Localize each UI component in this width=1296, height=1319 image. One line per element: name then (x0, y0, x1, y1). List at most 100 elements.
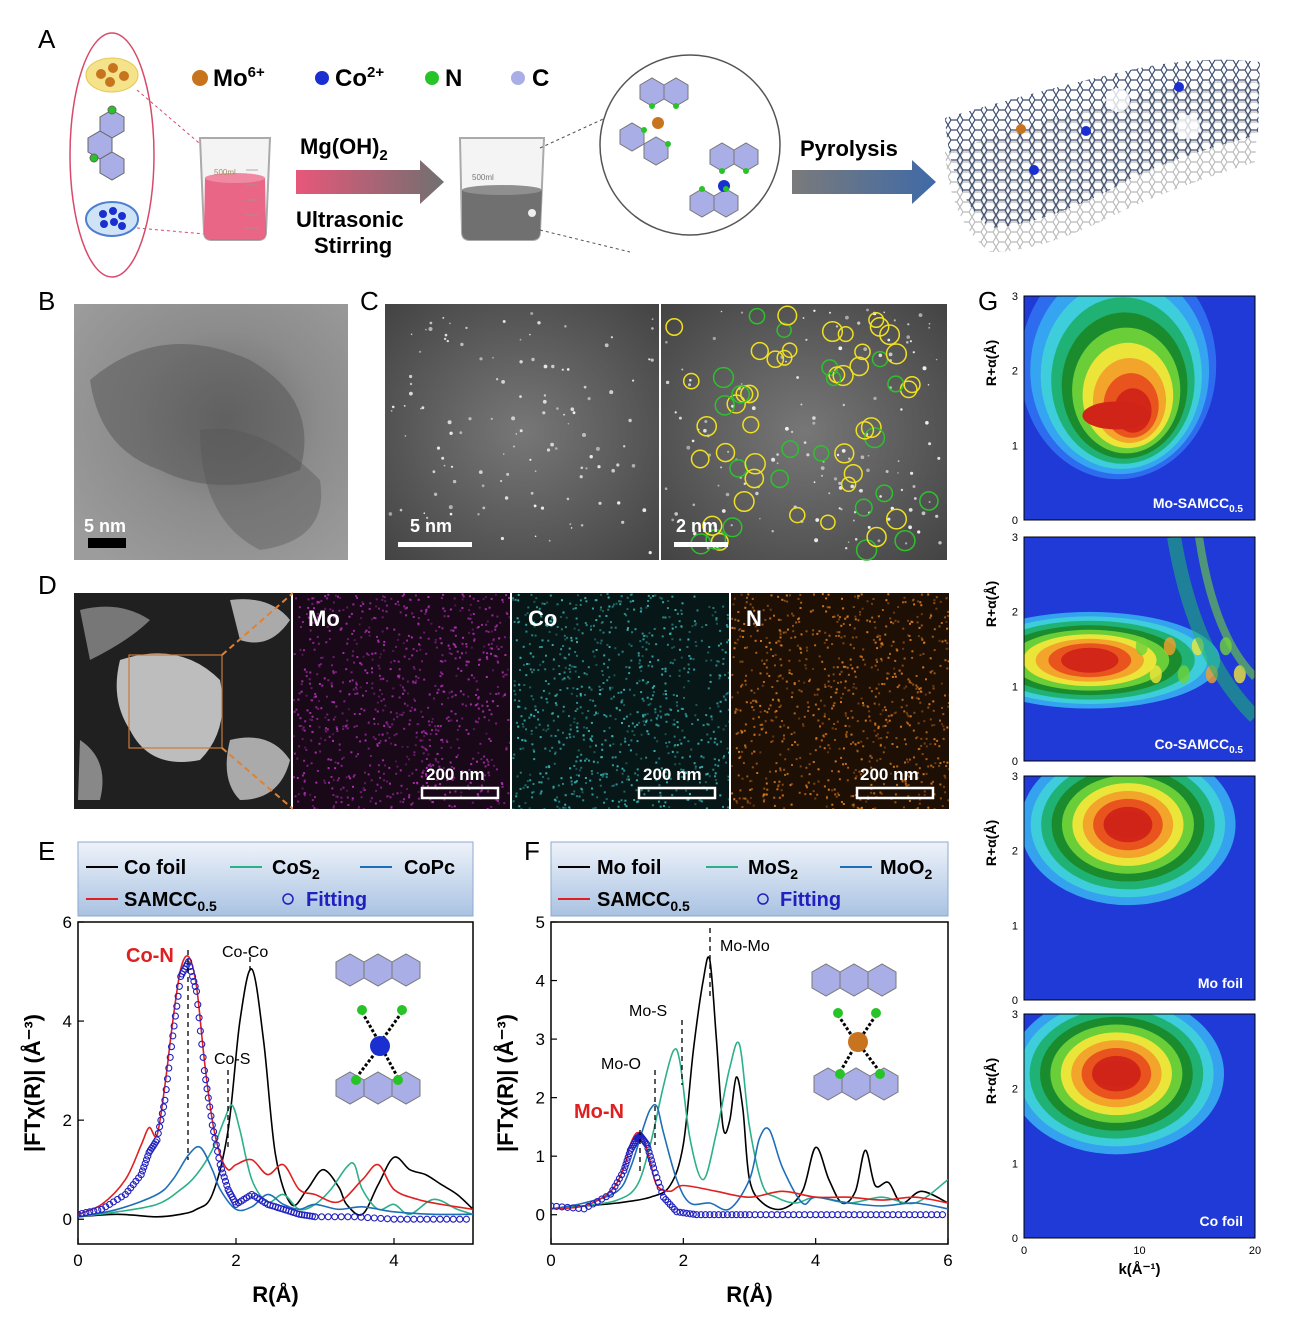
eds-pixel (664, 667, 667, 670)
eds-pixel (382, 677, 385, 680)
eds-pixel (932, 709, 935, 712)
eds-pixel (691, 723, 694, 725)
eds-pixel (358, 623, 361, 626)
eds-pixel (454, 657, 457, 660)
eds-pixel (582, 738, 585, 741)
eds-pixel (927, 706, 930, 709)
fitting-point (175, 982, 183, 990)
graphene-sheet-icon (945, 59, 1260, 252)
eds-pixel (884, 633, 887, 636)
eds-pixel (696, 718, 699, 721)
atom-dot (731, 404, 735, 408)
fitting-point (186, 963, 194, 971)
eds-pixel (492, 639, 495, 642)
eds-pixel (509, 655, 510, 658)
eds-pixel (361, 610, 364, 613)
eds-pixel (693, 595, 696, 598)
eds-pixel (746, 596, 748, 599)
eds-pixel (608, 631, 611, 634)
eds-pixel (558, 665, 561, 667)
eds-pixel (473, 638, 476, 641)
eds-pixel (352, 650, 355, 653)
eds-pixel (854, 777, 857, 780)
eds-pixel (568, 668, 571, 670)
eds-pixel (487, 789, 490, 792)
eds-pixel (440, 739, 443, 741)
eds-pixel (513, 620, 516, 623)
eds-pixel (443, 610, 446, 613)
eds-pixel (415, 731, 418, 734)
eds-pixel (645, 606, 648, 609)
fitting-point (732, 1211, 740, 1219)
eds-pixel (487, 643, 490, 646)
eds-pixel (469, 781, 472, 784)
eds-pixel (312, 641, 315, 644)
process-arrow-2 (792, 160, 936, 204)
fitting-point (683, 1209, 691, 1217)
eds-pixel (377, 641, 380, 643)
fitting-point (403, 1215, 411, 1223)
eds-pixel (530, 593, 533, 596)
eds-pixel (672, 694, 675, 696)
eds-pixel (488, 719, 490, 722)
eds-pixel (427, 596, 430, 598)
eds-pixel (671, 638, 674, 641)
eds-pixel (862, 704, 865, 707)
eds-pixel (429, 763, 432, 766)
atom-dot (928, 501, 931, 503)
eds-pixel (568, 647, 571, 650)
eds-pixel (524, 739, 527, 742)
eds-pixel (717, 705, 720, 708)
atom-dot (500, 536, 504, 541)
eds-pixel (761, 723, 764, 726)
eds-pixel (916, 771, 919, 774)
eds-pixel (325, 727, 327, 730)
eds-pixel (902, 601, 904, 604)
eds-pixel (326, 728, 329, 731)
atom-dot (887, 517, 891, 521)
eds-pixel (423, 631, 426, 634)
eds-pixel (858, 807, 861, 809)
eds-pixel (467, 678, 470, 681)
atom-dot (759, 517, 761, 520)
eds-pixel (800, 651, 803, 654)
single-atom-circle-yellow (750, 341, 769, 361)
eds-pixel (617, 653, 620, 656)
eds-pixel (495, 768, 498, 771)
eds-pixel (750, 779, 753, 782)
eds-pixel (758, 620, 760, 623)
single-atom-circle-yellow (744, 468, 765, 489)
eds-pixel (507, 719, 510, 721)
eds-pixel (798, 717, 801, 720)
eds-pixel (497, 648, 500, 651)
eds-pixel (336, 795, 339, 798)
eds-pixel (925, 772, 928, 775)
eds-pixel (403, 702, 406, 705)
eds-pixel (448, 804, 451, 807)
eds-pixel (781, 720, 783, 722)
eds-pixel (470, 646, 473, 649)
eds-pixel (453, 644, 456, 647)
eds-pixel (378, 674, 381, 677)
eds-pixel (738, 750, 741, 753)
eds-pixel (420, 609, 423, 612)
eds-pixel (764, 720, 767, 723)
eds-pixel (938, 745, 941, 748)
eds-pixel (391, 723, 394, 726)
eds-pixel (628, 778, 630, 781)
eds-pixel (594, 704, 597, 707)
eds-pixel (739, 635, 742, 638)
eds-pixel (895, 777, 898, 780)
eds-pixel (548, 692, 551, 695)
eds-pixel (441, 757, 444, 760)
eds-pixel (754, 639, 757, 642)
eds-pixel (744, 646, 747, 649)
eds-pixel (835, 691, 838, 694)
wavelet-map-label: Mo-SAMCC0.5 (1153, 495, 1244, 515)
eds-pixel (574, 670, 577, 673)
fitting-point (357, 1213, 365, 1221)
eds-pixel (681, 756, 684, 759)
eds-pixel (778, 700, 780, 703)
eds-pixel (792, 624, 794, 627)
fitting-point (202, 1076, 210, 1084)
